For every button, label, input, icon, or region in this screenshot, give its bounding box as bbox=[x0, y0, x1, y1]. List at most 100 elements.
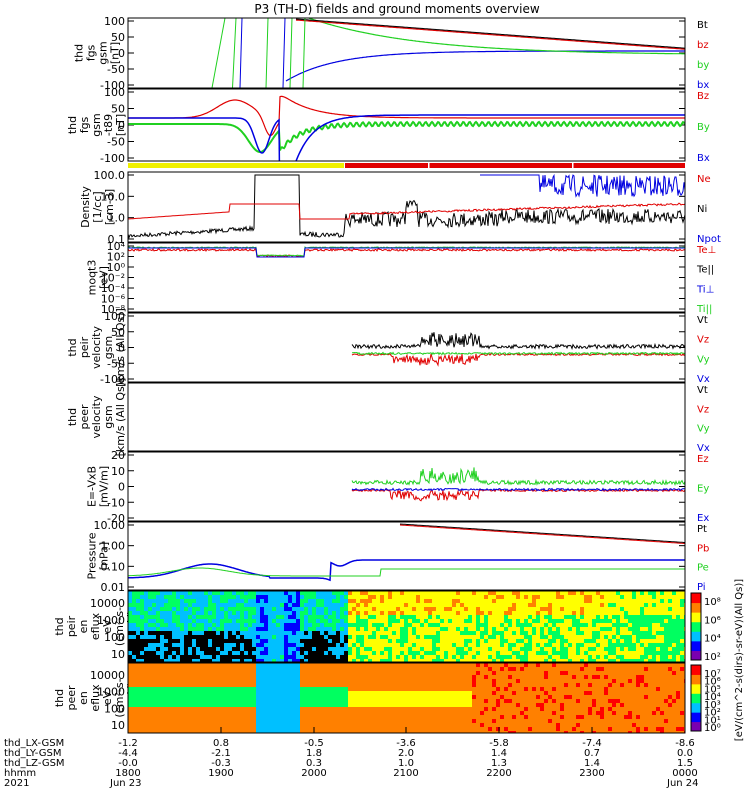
spectrogram-cell bbox=[384, 667, 388, 671]
spectrogram-cell bbox=[324, 627, 328, 631]
spectrogram-cell bbox=[300, 711, 304, 715]
spectrogram-cell bbox=[560, 707, 564, 711]
spectrogram-cell bbox=[560, 643, 564, 647]
spectrogram-cell bbox=[572, 639, 576, 643]
spectrogram-cell bbox=[624, 643, 628, 647]
spectrogram-cell bbox=[168, 667, 172, 671]
spectrogram-cell bbox=[504, 671, 508, 675]
spectrogram-cell bbox=[328, 699, 332, 703]
spectrogram-cell bbox=[652, 603, 656, 607]
spectrogram-cell bbox=[580, 615, 584, 619]
spectrogram-cell bbox=[560, 639, 564, 643]
spectrogram-cell bbox=[588, 647, 592, 651]
spectrogram-cell bbox=[200, 731, 204, 733]
ytick-label: -10 bbox=[107, 496, 125, 509]
spectrogram-cell bbox=[496, 615, 500, 619]
spectrogram-cell bbox=[356, 595, 360, 599]
spectrogram-cell bbox=[360, 671, 364, 675]
spectrogram-cell bbox=[576, 591, 580, 595]
spectrogram-cell bbox=[500, 603, 504, 607]
spectrogram-cell bbox=[536, 679, 540, 683]
spectrogram-cell bbox=[412, 623, 416, 627]
spectrogram-cell bbox=[248, 719, 252, 723]
spectrogram-cell bbox=[540, 723, 544, 727]
spectrogram-cell bbox=[200, 719, 204, 723]
spectrogram-cell bbox=[264, 603, 268, 607]
spectrogram-cell bbox=[484, 687, 488, 691]
panel-ylabel: Pressure[nPa] bbox=[86, 532, 111, 579]
spectrogram-cell bbox=[300, 651, 304, 655]
spectrogram-cell bbox=[392, 591, 396, 595]
spectrogram-cell bbox=[196, 659, 200, 662]
spectrogram-cell bbox=[596, 595, 600, 599]
spectrogram-cell bbox=[388, 623, 392, 627]
spectrogram-cell bbox=[344, 599, 348, 603]
spectrogram-cell bbox=[544, 727, 548, 731]
spectrogram-cell bbox=[600, 723, 604, 727]
spectrogram-cell bbox=[200, 607, 204, 611]
spectrogram-cell bbox=[412, 639, 416, 643]
spectrogram-cell bbox=[496, 727, 500, 731]
spectrogram-cell bbox=[548, 623, 552, 627]
ylabel-line: [km/s (All Qs)] bbox=[114, 378, 127, 457]
spectrogram-cell bbox=[160, 691, 164, 695]
spectrogram-cell bbox=[252, 667, 256, 671]
spectrogram-cell bbox=[632, 607, 636, 611]
series-by bbox=[306, 18, 685, 55]
spectrogram-cell bbox=[372, 663, 376, 667]
spectrogram-cell bbox=[252, 687, 256, 691]
spectrogram-cell bbox=[620, 627, 624, 631]
spectrogram-cell bbox=[556, 603, 560, 607]
spectrogram-cell bbox=[656, 591, 660, 595]
spectrogram-cell bbox=[364, 591, 368, 595]
spectrogram-cell bbox=[260, 639, 264, 643]
spectrogram-cell bbox=[664, 639, 668, 643]
spectrogram-cell bbox=[196, 723, 200, 727]
spectrogram-cell bbox=[196, 607, 200, 611]
spectrogram-cell bbox=[604, 591, 608, 595]
spectrogram-cell bbox=[616, 659, 620, 662]
spectrogram-cell bbox=[348, 711, 352, 715]
spectrogram-cell bbox=[240, 715, 244, 719]
series-v2 bbox=[351, 488, 685, 502]
ylabel-line: eV bbox=[101, 619, 114, 634]
colorbar-segment bbox=[691, 721, 701, 732]
ylabel-line: [km/s (All Qs)] bbox=[114, 308, 127, 387]
spectrogram-cell bbox=[508, 659, 512, 662]
spectrogram-cell bbox=[188, 719, 192, 723]
spectrogram-cell bbox=[164, 703, 168, 707]
spectrogram-cell bbox=[276, 663, 280, 667]
spectrogram-cell bbox=[268, 647, 272, 651]
spectrogram-cell bbox=[404, 695, 408, 699]
spectrogram-cell bbox=[172, 671, 176, 675]
spectrogram-cell bbox=[468, 671, 472, 675]
spectrogram-cell bbox=[304, 595, 308, 599]
spectrogram-cell bbox=[260, 683, 264, 687]
spectrogram-cell bbox=[256, 731, 260, 733]
spectrogram-cell bbox=[560, 683, 564, 687]
spectrogram-cell bbox=[660, 651, 664, 655]
spectrogram-cell bbox=[604, 615, 608, 619]
spectrogram-cell bbox=[420, 611, 424, 615]
spectrogram-cell bbox=[656, 603, 660, 607]
spectrogram-cell bbox=[552, 715, 556, 719]
spectrogram-cell bbox=[192, 611, 196, 615]
spectrogram-cell bbox=[596, 699, 600, 703]
spectrogram-cell bbox=[524, 619, 528, 623]
spectrogram-cell bbox=[344, 595, 348, 599]
spectrogram-cell bbox=[308, 635, 312, 639]
spectrogram-cell bbox=[344, 691, 348, 695]
ytick-label: 10000 bbox=[90, 597, 125, 610]
colorbar-segment bbox=[691, 683, 701, 694]
spectrogram-cell bbox=[532, 627, 536, 631]
spectrogram-cell bbox=[464, 599, 468, 603]
spectrogram-cell bbox=[256, 707, 260, 711]
spectrogram-cell bbox=[348, 663, 352, 667]
spectrogram-cell bbox=[300, 699, 304, 703]
spectrogram-cell bbox=[288, 707, 292, 711]
spectrogram-cell bbox=[220, 711, 224, 715]
spectrogram-cell bbox=[432, 607, 436, 611]
spectrogram-cell bbox=[496, 731, 500, 733]
spectrogram-cell bbox=[568, 679, 572, 683]
